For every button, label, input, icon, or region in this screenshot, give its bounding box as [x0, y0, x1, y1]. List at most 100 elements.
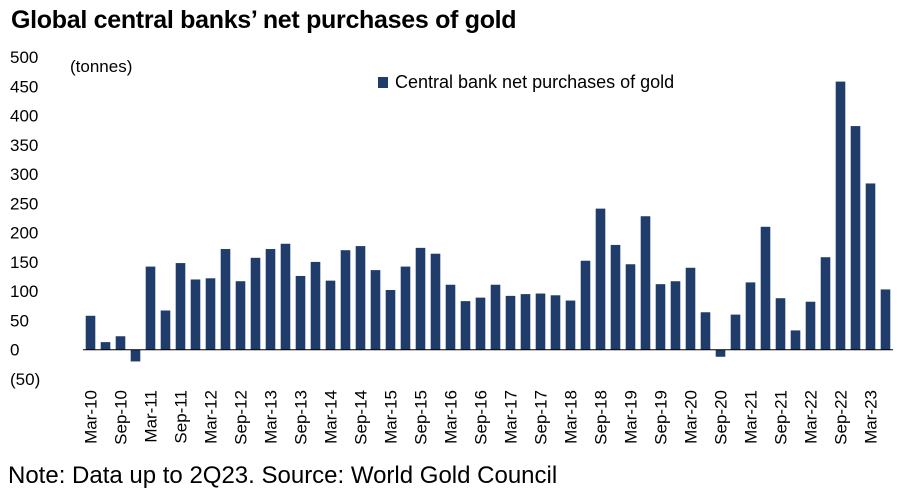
bar-1Q10: [85, 315, 96, 350]
bar-1Q22: [805, 301, 816, 350]
bar-1Q16: [445, 284, 456, 350]
x-tick-label: Mar-13: [262, 390, 281, 444]
y-tick-label: 300: [10, 165, 38, 184]
x-tick-label: Sep-10: [112, 390, 131, 445]
bar-2Q11: [160, 310, 171, 350]
x-tick-label: Sep-21: [772, 390, 791, 445]
bar-2Q10: [100, 342, 111, 350]
x-tick-label: Sep-17: [532, 390, 551, 445]
bar-2Q23: [880, 289, 891, 350]
bar-1Q11: [145, 266, 156, 350]
x-tick-label: Mar-15: [382, 390, 401, 444]
y-tick-label: (50): [10, 370, 40, 389]
bar-4Q22: [850, 126, 861, 350]
bar-3Q10: [115, 336, 126, 350]
bar-4Q19: [670, 281, 681, 350]
y-tick-label: 150: [10, 253, 38, 272]
y-tick-label: 400: [10, 107, 38, 126]
x-tick-label: Mar-17: [502, 390, 521, 444]
x-axis-labels: Mar-10 Sep-10 Mar-11 Sep-11 Mar-12 Sep-12 Mar-…: [82, 390, 881, 445]
x-tick-label: Mar-23: [862, 390, 881, 444]
bar-3Q13: [295, 275, 306, 350]
bar-4Q10: [130, 349, 141, 362]
bar-3Q12: [235, 281, 246, 350]
legend-swatch: [378, 77, 388, 88]
bar-4Q17: [550, 295, 561, 350]
bar-4Q15: [430, 253, 441, 350]
bar-1Q18: [565, 300, 576, 350]
x-tick-label: Sep-15: [412, 390, 431, 445]
bar-4Q12: [250, 257, 261, 350]
bar-2Q16: [460, 301, 471, 350]
x-tick-label: Mar-16: [442, 390, 461, 444]
y-tick-label: 500: [10, 48, 38, 67]
footnote: Note: Data up to 2Q23. Source: World Gol…: [8, 462, 558, 489]
bar-3Q18: [595, 208, 606, 350]
x-tick-label: Sep-13: [292, 390, 311, 445]
bar-3Q17: [535, 293, 546, 350]
bar-2Q22: [820, 257, 831, 350]
bar-3Q11: [175, 263, 186, 350]
y-tick-label: 0: [10, 341, 19, 360]
bar-2Q13: [280, 243, 291, 350]
y-tick-label: 350: [10, 136, 38, 155]
bar-1Q19: [625, 264, 636, 350]
y-tick-label: 250: [10, 194, 38, 213]
bar-1Q14: [325, 280, 336, 350]
legend: Central bank net purchases of gold: [378, 72, 674, 92]
bar-1Q21: [745, 282, 756, 350]
bar-4Q18: [610, 244, 621, 350]
bar-2Q14: [340, 250, 351, 350]
legend-label: Central bank net purchases of gold: [395, 72, 674, 92]
bar-4Q20: [730, 314, 741, 350]
bar-4Q13: [310, 261, 321, 350]
bar-4Q11: [190, 279, 201, 350]
x-tick-label: Mar-10: [82, 390, 101, 444]
y-axis-unit-label: (tonnes): [70, 57, 132, 76]
x-tick-label: Mar-14: [322, 390, 341, 444]
bar-1Q23: [865, 183, 876, 350]
x-tick-label: Mar-20: [682, 390, 701, 444]
x-tick-label: Mar-18: [562, 390, 581, 444]
bar-1Q13: [265, 249, 276, 350]
bars: [85, 81, 891, 362]
y-tick-label: 100: [10, 282, 38, 301]
x-tick-label: Sep-16: [472, 390, 491, 445]
y-axis-labels: (50) 0 50 100 150 200 250 300 350 400 450 500: [10, 48, 40, 389]
bar-2Q20: [700, 312, 711, 350]
bar-4Q16: [490, 284, 501, 350]
bar-3Q16: [475, 297, 486, 350]
x-tick-label: Mar-12: [202, 390, 221, 444]
x-tick-label: Mar-11: [142, 390, 161, 443]
x-tick-label: Mar-21: [742, 390, 761, 444]
bar-3Q22: [835, 81, 846, 350]
bar-3Q20: [715, 349, 726, 357]
x-tick-label: Sep-12: [232, 390, 251, 445]
bar-2Q19: [640, 216, 651, 350]
bar-2Q17: [520, 294, 531, 350]
x-tick-label: Sep-18: [592, 390, 611, 445]
bar-1Q12: [205, 278, 216, 350]
x-tick-label: Sep-22: [832, 390, 851, 445]
bar-1Q15: [385, 290, 396, 350]
bar-3Q14: [355, 246, 366, 350]
bar-4Q21: [790, 330, 801, 350]
bar-2Q18: [580, 260, 591, 350]
bar-2Q12: [220, 249, 231, 350]
y-tick-label: 200: [10, 224, 38, 243]
bar-3Q15: [415, 247, 426, 350]
y-tick-label: 50: [10, 311, 29, 330]
x-tick-label: Sep-19: [652, 390, 671, 445]
chart-title: Global central banks’ net purchases of g…: [11, 6, 517, 34]
bar-2Q15: [400, 266, 411, 350]
x-tick-label: Sep-11: [172, 390, 191, 444]
y-tick-label: 450: [10, 77, 38, 96]
bar-3Q21: [775, 298, 786, 350]
bar-4Q14: [370, 270, 381, 350]
x-tick-label: Mar-19: [622, 390, 641, 444]
bar-3Q19: [655, 284, 666, 350]
bar-1Q17: [505, 295, 516, 350]
bar-1Q20: [685, 267, 696, 350]
x-tick-label: Mar-22: [802, 390, 821, 444]
